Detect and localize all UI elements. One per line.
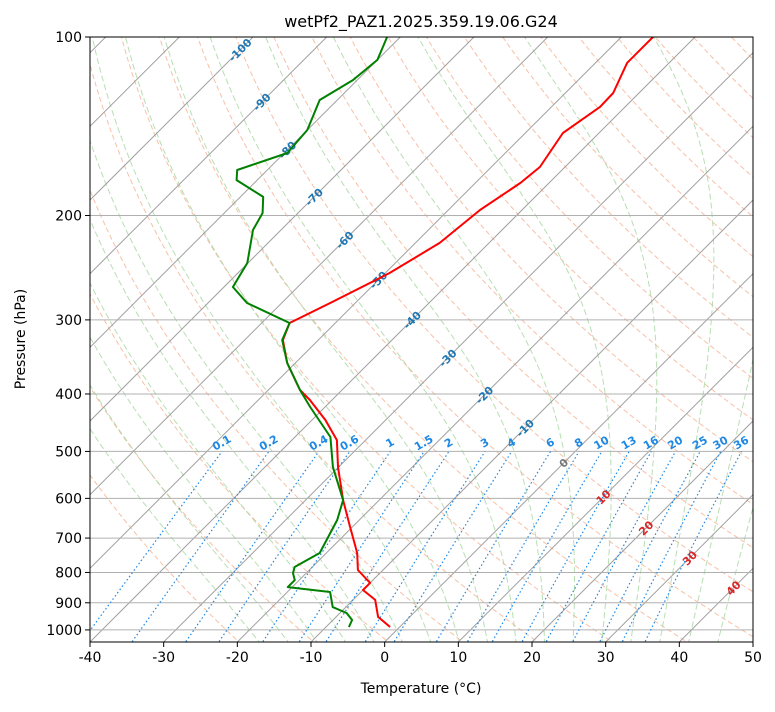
x-tick-label: -20 [226,650,249,666]
dry-adiabat-line [306,24,775,645]
isotherm-line [0,37,253,642]
dry-adiabat-line [268,24,775,645]
dry-adiabat-line [156,24,692,645]
mixing-ratio-label: 4 [505,435,518,450]
moist-adiabat-line [0,37,319,645]
moist-adiabat-line [15,37,348,645]
isotherm-line [90,37,695,642]
mixing-ratio-label: 3 [478,435,491,450]
mixing-ratio-label: 6 [544,435,557,450]
y-tick-label: 400 [55,387,82,403]
dry-adiabat-line [569,24,775,645]
moist-adiabat-line [525,37,657,645]
moist-adiabat-line [0,37,262,645]
x-tick-label: -30 [152,650,175,666]
mixing-ratio-line [571,451,675,645]
isotherm-line [0,37,474,642]
background-lines [0,24,775,645]
y-tick-label: 500 [55,444,82,460]
mixing-ratio-label: 0.1 [210,432,233,453]
isotherm-line [385,37,775,642]
y-tick-label: 300 [55,313,82,329]
chart-title: wetPf2_PAZ1.2025.359.19.06.G24 [284,12,558,32]
mixing-ratio-label: 2 [442,435,455,450]
mixing-ratio-line [644,451,742,645]
y-axis: 100 200 300 400 500 600 700 800 900 1000 [46,30,90,639]
mixing-ratio-label: 13 [619,434,639,453]
isotherm-line [0,37,400,642]
dry-adiabat-line [5,24,392,645]
x-tick-label: 40 [670,650,688,666]
dry-adiabat-line [0,24,317,645]
isotherm-line [0,37,327,642]
x-axis-label: Temperature (°C) [360,681,482,697]
x-tick-label: 0 [380,650,389,666]
mixing-ratio-label: 0.2 [257,432,280,453]
y-tick-label: 600 [55,491,82,507]
mixing-ratio-label: 0.6 [338,432,362,453]
moist-adiabat-line [0,37,290,645]
isotherm-line [237,37,775,642]
mixing-ratio-label: 36 [731,433,751,452]
dry-adiabat-line [80,24,542,645]
mixing-ratio-label: 10 [592,433,612,452]
mixing-ratio-line [598,451,700,645]
isotherm-line [458,37,775,642]
mixing-ratio-label: 25 [690,434,710,453]
isotherm-label: -100 [226,36,255,65]
dry-adiabat-line [531,24,775,645]
mixing-ratio-line [363,451,485,645]
moist-adiabat-line [717,37,775,645]
y-tick-label: 200 [55,208,82,224]
isotherm-line [164,37,769,642]
mixing-ratio-label: 1.5 [412,432,435,453]
x-tick-label: -40 [79,650,102,666]
dry-adiabat-line [494,24,775,645]
mixing-ratio-label: 0.4 [307,432,331,453]
y-tick-label: 1000 [46,623,82,639]
x-tick-label: -10 [300,650,323,666]
x-tick-label: 20 [523,650,541,666]
x-axis: -40 -30 -20 -10 0 10 20 30 40 50 [79,642,762,666]
dry-adiabat-line [719,24,775,645]
moist-adiabat-line [63,37,403,645]
dry-adiabat-line [757,24,775,645]
mixing-ratio-label: 30 [711,433,731,452]
mixing-ratio-label: 1 [384,435,397,450]
mixing-ratio-line [217,451,350,645]
mixing-ratio-line [80,451,223,645]
moist-adiabat-line [210,37,516,645]
moist-adiabat-line [92,37,432,645]
dry-adiabat-line [193,24,766,645]
dry-adiabat-line [343,24,775,645]
x-tick-label: 30 [597,650,615,666]
mixing-ratio-label: 20 [665,433,685,452]
dry-adiabat-line [0,24,242,645]
isotherm-line [753,37,775,642]
y-tick-label: 900 [55,596,82,612]
moist-adiabat-line [126,37,460,645]
y-tick-label: 700 [55,531,82,547]
isotherm-line [16,37,621,642]
y-tick-label: 800 [55,565,82,581]
x-tick-label: 10 [449,650,467,666]
x-tick-label: 50 [744,650,762,666]
isotherm-line [532,37,775,642]
y-tick-label: 100 [55,30,82,46]
y-axis-label: Pressure (hPa) [13,289,29,389]
